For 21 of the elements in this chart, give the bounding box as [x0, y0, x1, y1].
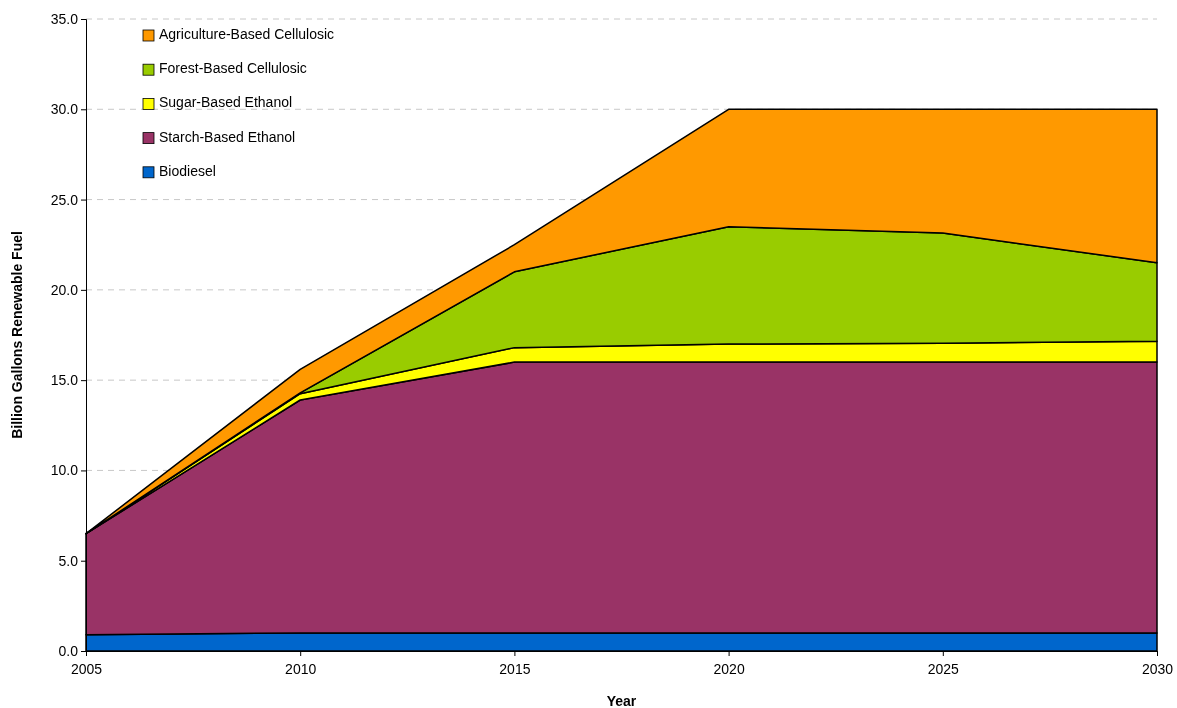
x-tick-label: 2015 [499, 661, 531, 678]
legend-label: Forest-Based Cellulosic [159, 60, 307, 77]
legend-label: Agriculture-Based Cellulosic [159, 26, 335, 42]
y-tick-label: 0.0 [58, 642, 79, 659]
y-tick-label: 30.0 [50, 101, 79, 118]
y-tick-label: 10.0 [50, 462, 79, 479]
x-tick-label: 2005 [70, 661, 103, 678]
y-tick-label: 35.0 [50, 10, 79, 27]
y-tick-label: 25.0 [50, 191, 79, 208]
y-axis-title: Billion Gallons Renewable Fuel [9, 231, 25, 439]
x-axis-title: Year [606, 693, 637, 708]
y-tick-label: 20.0 [50, 281, 79, 298]
x-tick-label: 2025 [927, 661, 960, 678]
legend-label: Biodiesel [159, 162, 216, 179]
x-tick-label: 2020 [713, 661, 745, 678]
x-tick-label: 2030 [1141, 661, 1174, 678]
x-tick-label: 2010 [285, 661, 317, 678]
y-tick-label: 15.0 [50, 372, 79, 389]
y-tick-label: 5.0 [58, 552, 79, 569]
legend-label: Sugar-Based Ethanol [159, 94, 293, 111]
legend-label: Starch-Based Ethanol [159, 128, 296, 145]
